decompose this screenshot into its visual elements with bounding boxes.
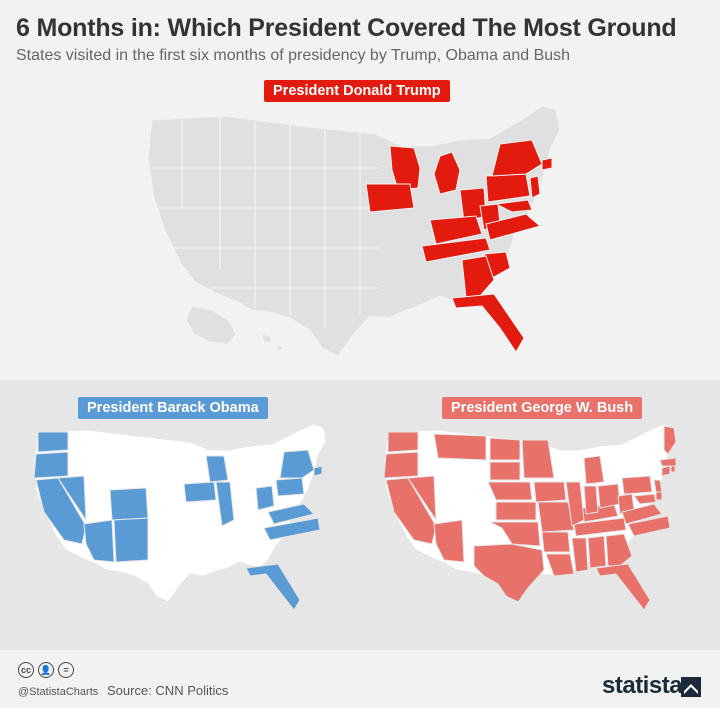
state-montana <box>433 433 487 461</box>
twitter-handle: @StatistaCharts <box>18 686 99 698</box>
state-ohio <box>255 485 275 511</box>
state-new-jersey <box>653 479 663 493</box>
state-new-york <box>279 449 315 479</box>
state-new-jersey <box>529 175 541 199</box>
state-virginia <box>485 213 542 241</box>
obama-map <box>33 423 327 610</box>
state-georgia <box>461 255 495 299</box>
state-illinois <box>215 481 235 527</box>
footer <box>0 650 720 708</box>
creative-commons-icon: cc <box>18 662 34 678</box>
state-ohio <box>597 483 621 509</box>
state-oregon <box>33 451 69 479</box>
chart-subtitle: States visited in the first six months o… <box>16 47 571 64</box>
state-pennsylvania <box>275 477 305 497</box>
state-connecticut <box>661 465 671 477</box>
state-connecticut <box>541 157 553 171</box>
state-wisconsin <box>205 455 229 483</box>
trump-label: President Donald Trump <box>264 80 450 102</box>
state-delaware <box>655 491 663 501</box>
source-text: Source: CNN Politics <box>107 683 229 698</box>
state-louisiana <box>545 553 575 577</box>
state-massachusetts <box>659 457 677 467</box>
state-maryland <box>633 493 657 505</box>
state-mississippi <box>571 537 589 573</box>
state-borders <box>152 116 380 328</box>
state-wisconsin <box>389 145 421 191</box>
alaska-base <box>185 305 237 345</box>
state-nevada <box>407 475 437 522</box>
state-virginia <box>621 503 663 525</box>
state-kansas <box>495 501 537 521</box>
state-rhode-island <box>670 465 676 473</box>
state-missouri <box>537 501 575 533</box>
trump-states <box>147 105 561 357</box>
state-michigan <box>433 151 461 195</box>
state-nevada <box>57 475 87 522</box>
state-nebraska <box>487 481 533 501</box>
state-georgia <box>605 533 633 567</box>
state-illinois <box>565 481 585 527</box>
state-arkansas <box>541 531 571 553</box>
state-florida <box>451 293 525 353</box>
state-minnesota <box>521 439 555 479</box>
state-arizona <box>433 519 465 563</box>
state-florida <box>595 563 651 610</box>
state-iowa <box>365 183 415 213</box>
state-alabama <box>587 535 607 569</box>
state-north-carolina <box>263 517 321 541</box>
state-connecticut <box>313 465 323 477</box>
state-florida <box>245 563 301 610</box>
obama-label: President Barack Obama <box>78 397 268 419</box>
state-new-mexico <box>113 517 149 563</box>
license-icons: cc 👤 = <box>18 662 74 678</box>
state-iowa <box>183 481 217 503</box>
no-derivatives-icon: = <box>58 662 74 678</box>
bush-map <box>383 423 677 610</box>
state-south-dakota <box>489 461 521 481</box>
state-iowa <box>533 481 567 503</box>
attribution-icon: 👤 <box>38 662 54 678</box>
chart-title: 6 Months in: Which President Covered The… <box>16 14 677 42</box>
bush-states <box>383 423 677 610</box>
state-north-carolina <box>627 515 671 537</box>
state-virginia <box>267 503 315 525</box>
state-oklahoma <box>489 521 541 547</box>
hawaii-base <box>261 333 285 353</box>
state-texas <box>473 543 545 603</box>
state-arizona <box>83 519 115 563</box>
state-washington <box>387 431 419 453</box>
state-new-york <box>491 139 543 177</box>
statista-logo-text: statista <box>602 672 683 699</box>
trump-map <box>147 105 561 357</box>
state-michigan <box>583 455 605 485</box>
state-pennsylvania <box>621 475 653 495</box>
state-washington <box>37 431 69 453</box>
obama-states <box>33 423 327 610</box>
statista-logo-icon <box>681 677 701 697</box>
state-colorado <box>109 487 149 521</box>
state-maryland <box>494 199 533 213</box>
state-kentucky <box>429 215 483 245</box>
state-tennessee <box>421 237 491 263</box>
state-maine <box>663 425 677 455</box>
state-indiana <box>583 485 599 515</box>
bush-label: President George W. Bush <box>442 397 643 419</box>
state-tennessee <box>573 517 627 537</box>
state-north-dakota <box>489 437 521 461</box>
state-oregon <box>383 451 419 479</box>
